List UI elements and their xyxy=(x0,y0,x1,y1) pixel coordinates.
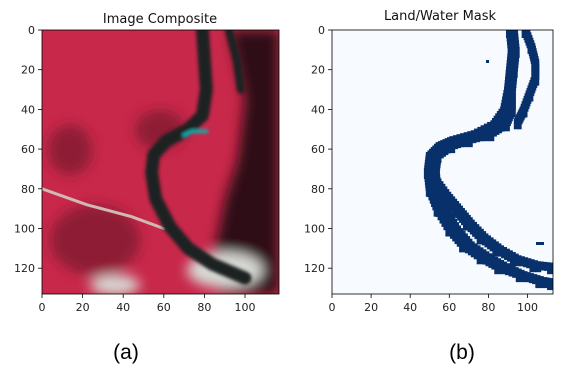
panel-a-caption: (a) xyxy=(113,341,139,364)
y-tick-label: 60 xyxy=(311,143,325,156)
axes-b: 0 20 40 60 80 100 0 20 40 60 80 100 120 xyxy=(304,24,538,314)
river-side-channel xyxy=(224,30,245,94)
panel-b-caption: (b) xyxy=(449,341,475,364)
water-pixel-block xyxy=(456,238,473,247)
road-line xyxy=(42,187,166,230)
y-tick-label: 40 xyxy=(21,103,35,116)
water-pixel-block xyxy=(461,217,473,226)
x-tick-label: 100 xyxy=(235,301,256,314)
y-tick-label: 120 xyxy=(14,262,35,275)
y-tick-label: 0 xyxy=(28,24,35,37)
water-pixel-block xyxy=(432,202,448,211)
water-speck xyxy=(486,60,489,63)
panel-a-title: Image Composite xyxy=(103,12,217,27)
composite-image xyxy=(42,30,279,294)
vegetation-dark-patch xyxy=(50,205,140,275)
water-pixel-block xyxy=(506,63,519,72)
water-pixel-block xyxy=(530,56,539,65)
mask-image xyxy=(332,30,553,294)
y-tick-label: 100 xyxy=(14,222,35,235)
x-tick-label: 60 xyxy=(157,301,171,314)
axes-frame xyxy=(331,29,554,295)
x-tick-label: 60 xyxy=(442,301,456,314)
axes-a: 0 20 40 60 80 100 0 20 40 60 80 100 120 xyxy=(14,24,256,314)
x-tick-label: 20 xyxy=(364,301,378,314)
water-pixel-block xyxy=(424,165,440,174)
water-area xyxy=(423,30,553,291)
x-tick-label: 0 xyxy=(39,301,46,314)
y-tick-label: 100 xyxy=(304,222,325,235)
water-pixel-block xyxy=(500,103,516,112)
water-pixel-block xyxy=(437,189,450,198)
water-pixel-block xyxy=(526,40,535,49)
x-tick-label: 40 xyxy=(116,301,130,314)
water-pixel-block xyxy=(474,231,487,240)
y-tick-label: 80 xyxy=(311,183,325,196)
x-tick-label: 80 xyxy=(197,301,211,314)
land-area xyxy=(332,30,553,294)
panel-b-title: Land/Water Mask xyxy=(384,9,497,24)
water-pixel-block xyxy=(520,103,529,112)
water-pixel-block xyxy=(544,262,553,271)
x-tick-label: 0 xyxy=(329,301,336,314)
water-pixel-block xyxy=(504,83,517,92)
y-tick-label: 80 xyxy=(21,183,35,196)
x-tick-label: 40 xyxy=(403,301,417,314)
y-tick-label: 40 xyxy=(311,103,325,116)
water-pixel-block xyxy=(449,203,462,212)
sediment-plume xyxy=(182,129,209,138)
right-bank-region xyxy=(215,30,279,294)
y-tick-label: 20 xyxy=(21,64,35,77)
water-pixel-block xyxy=(545,278,553,287)
water-pixel-block xyxy=(531,71,540,80)
panel-land-water-mask: Land/Water Mask 0 20 40 60 80 100 0 20 40 60 80 100… xyxy=(304,9,554,364)
water-pixel-block xyxy=(506,253,519,262)
water-pixel-block xyxy=(526,260,538,269)
cloud-patch xyxy=(90,275,140,294)
water-pixel-block xyxy=(526,87,535,96)
y-tick-label: 120 xyxy=(304,262,325,275)
y-tick-label: 0 xyxy=(318,24,325,37)
x-tick-label: 80 xyxy=(481,301,495,314)
water-speck xyxy=(536,242,544,245)
river-main-channel xyxy=(145,30,252,285)
panel-image-composite: Image Composite 0 20 40 60 80 100 0 20 40 60 80 100… xyxy=(14,12,280,364)
x-tick-label: 20 xyxy=(76,301,90,314)
y-tick-label: 60 xyxy=(21,143,35,156)
water-pixel-block xyxy=(507,43,520,52)
x-tick-label: 100 xyxy=(517,301,538,314)
water-pixel-block xyxy=(443,222,460,231)
water-pixel-block xyxy=(427,150,444,159)
axes-frame xyxy=(41,29,280,295)
y-tick-label: 20 xyxy=(311,64,325,77)
water-pixel-block xyxy=(512,269,525,278)
water-pixel-block xyxy=(514,116,523,125)
vegetation-dark-patch xyxy=(48,125,92,175)
